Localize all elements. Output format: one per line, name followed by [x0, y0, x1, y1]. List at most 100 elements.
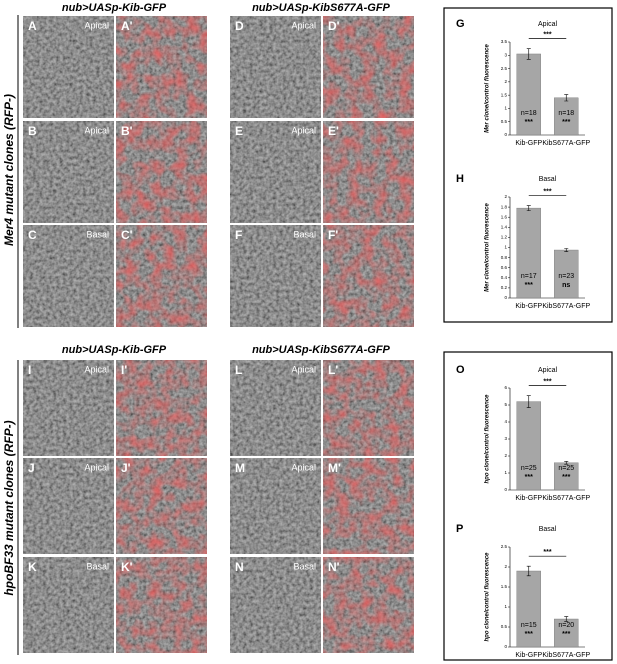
chart-title: Apical: [538, 21, 558, 28]
panel-letter: A': [121, 19, 133, 33]
y-tick-label: 1.8: [501, 204, 508, 209]
error-bar: [564, 461, 569, 465]
panel-letter: B: [28, 124, 37, 138]
panel-letter: I: [28, 363, 31, 377]
error-bar: [526, 48, 531, 60]
rfp-overlay: [116, 16, 207, 118]
y-tick-label: 0.5: [501, 119, 508, 124]
y-tick-label: 4: [504, 419, 507, 424]
y-tick-label: 1.4: [501, 224, 508, 229]
micrograph-texture: [230, 458, 321, 554]
layer-tag: Apical: [291, 462, 316, 472]
layer-tag: Basal: [293, 229, 316, 239]
rfp-overlay: [116, 121, 207, 223]
error-bar: [564, 94, 569, 102]
layer-tag: Apical: [84, 364, 109, 374]
panel-letter: K: [28, 560, 37, 574]
panel-letter: J: [28, 461, 35, 475]
micrograph-texture: [23, 360, 114, 456]
x-tick-label: KibS677A-GFP: [542, 303, 590, 310]
y-tick-label: 1.5: [501, 584, 508, 589]
rfp-overlay: [323, 225, 414, 327]
significance-label: ***: [562, 119, 570, 126]
micrograph-texture: [23, 121, 114, 223]
significance-label: ***: [525, 119, 533, 126]
panel-letter: D': [328, 19, 340, 33]
n-label: n=23: [558, 273, 574, 280]
micrograph-texture: [230, 121, 321, 223]
y-tick-label: 0: [504, 644, 507, 649]
bar: [516, 207, 541, 299]
bar: [554, 97, 579, 136]
y-tick-label: 1: [504, 106, 507, 111]
layer-tag: Apical: [291, 20, 316, 30]
x-tick-label: Kib-GFP: [515, 652, 542, 659]
y-tick-label: 2: [504, 453, 507, 458]
column-header: nub>UASp-Kib-GFP: [62, 344, 167, 356]
significance-label: ***: [562, 631, 570, 638]
comparison-label: ***: [543, 188, 551, 195]
chart-box: [443, 7, 613, 323]
y-axis-label: Mer clone/control fluorescence: [485, 202, 491, 291]
panel-letter: L: [235, 363, 242, 377]
panel-letter: C': [121, 228, 133, 242]
panel-letter: O: [456, 364, 465, 376]
bar: [554, 462, 579, 491]
y-tick-label: 1: [504, 245, 507, 250]
micrograph-texture: [230, 16, 321, 118]
significance-label: ***: [562, 474, 570, 481]
chart-title: Apical: [538, 367, 558, 374]
column-header: nub>UASp-Kib-GFP: [62, 2, 167, 14]
panel-letter: I': [121, 363, 127, 377]
rfp-overlay: [323, 557, 414, 653]
y-tick-label: 0.4: [501, 275, 508, 280]
layer-tag: Basal: [86, 561, 109, 571]
chart-title: Basal: [539, 526, 557, 533]
micrograph-texture: [230, 225, 321, 327]
rfp-overlay: [323, 360, 414, 456]
y-tick-label: 1: [504, 604, 507, 609]
y-tick-label: 2: [504, 564, 507, 569]
panel-letter: F: [235, 228, 242, 242]
y-tick-label: 0.5: [501, 624, 508, 629]
y-tick-label: 2: [504, 79, 507, 84]
y-tick-label: 0.2: [501, 285, 508, 290]
y-tick-label: 3.5: [501, 39, 508, 44]
n-label: n=15: [521, 622, 537, 629]
row-label: Mer4 mutant clones (RFP-): [2, 94, 16, 246]
panel-letter: G: [456, 18, 465, 30]
panel-letter: P: [456, 523, 463, 535]
x-tick-label: KibS677A-GFP: [542, 495, 590, 502]
panel-letter: E: [235, 124, 243, 138]
bar: [554, 618, 579, 648]
micrograph-texture: [23, 557, 114, 653]
panel-letter: J': [121, 461, 131, 475]
layer-tag: Apical: [84, 462, 109, 472]
significance-label: ***: [525, 631, 533, 638]
panel-letter: N: [235, 560, 244, 574]
error-bar: [564, 616, 569, 622]
y-axis-label: Mer clone/control fluorescence: [485, 43, 491, 132]
panel-letter: M': [328, 461, 341, 475]
layer-tag: Apical: [291, 125, 316, 135]
layer-tag: Apical: [84, 20, 109, 30]
panel-letter: A: [28, 19, 37, 33]
y-tick-label: 6: [504, 385, 507, 390]
chart-title: Basal: [539, 176, 557, 183]
significance-label: ns: [562, 282, 570, 289]
panel-letter: M: [235, 461, 245, 475]
panel-letter: F': [328, 228, 338, 242]
x-tick-label: KibS677A-GFP: [542, 652, 590, 659]
n-label: n=18: [521, 110, 537, 117]
rfp-overlay: [116, 458, 207, 554]
comparison-label: ***: [543, 378, 551, 385]
micrograph-texture: [23, 225, 114, 327]
error-bar: [526, 395, 531, 408]
panel-letter: E': [328, 124, 339, 138]
comparison-label: ***: [543, 31, 551, 38]
panel-letter: N': [328, 560, 340, 574]
y-tick-label: 1: [504, 470, 507, 475]
panel-letter: H: [456, 173, 464, 185]
row-label: hpoBF33 mutant clones (RFP-): [2, 420, 16, 595]
y-tick-label: 0: [504, 295, 507, 300]
